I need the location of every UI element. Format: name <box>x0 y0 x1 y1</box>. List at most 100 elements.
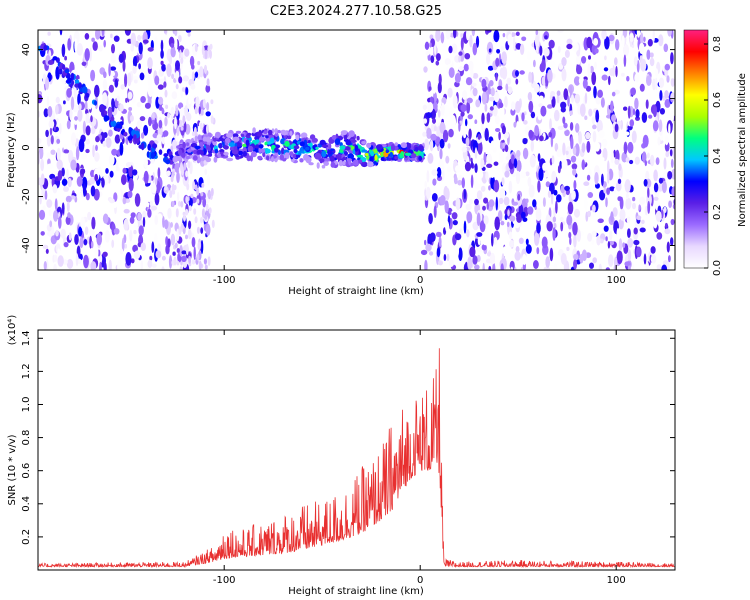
heatmap-noise-cell <box>142 39 149 44</box>
heatmap-noise-cell <box>638 42 645 55</box>
heatmap-signal-cell <box>340 130 347 136</box>
heatmap-noise-cell <box>157 84 164 90</box>
heatmap-noise-cell <box>500 263 504 270</box>
heatmap-noise-cell <box>169 190 173 198</box>
heatmap-noise-cell <box>464 53 471 60</box>
heatmap-noise-cell <box>549 118 552 131</box>
heatmap-noise-cell <box>199 66 204 78</box>
heatmap-noise-cell <box>40 231 45 236</box>
heatmap-noise-cell <box>513 158 518 169</box>
heatmap-signal-cell <box>177 149 183 156</box>
heatmap-noise-cell <box>38 147 44 160</box>
heatmap-noise-cell <box>605 267 610 270</box>
heatmap-noise-cell <box>129 115 134 122</box>
heatmap-noise-cell <box>519 70 525 75</box>
heatmap-noise-cell <box>429 42 432 48</box>
heatmap-noise-cell <box>584 92 588 104</box>
heatmap-noise-cell <box>655 157 660 166</box>
heatmap-noise-cell <box>447 166 452 173</box>
heatmap-noise-cell <box>42 244 49 249</box>
heatmap-noise-cell <box>570 155 577 163</box>
heatmap-noise-cell <box>136 120 143 130</box>
heatmap-noise-cell <box>467 256 473 270</box>
heatmap-noise-cell <box>451 212 458 220</box>
heatmap-noise-cell <box>640 32 644 46</box>
heatmap-noise-cell <box>171 73 175 80</box>
heatmap-signal-cell <box>214 131 221 139</box>
heatmap-noise-cell <box>599 189 606 201</box>
heatmap-noise-cell <box>154 36 158 45</box>
heatmap-noise-cell <box>541 236 548 249</box>
heatmap-signal-cell <box>267 129 273 136</box>
heatmap-noise-cell <box>446 253 450 262</box>
heatmap-noise-cell <box>435 30 441 42</box>
heatmap-noise-cell <box>103 39 106 48</box>
heatmap-noise-cell <box>84 33 90 40</box>
snr-background <box>38 330 675 570</box>
heatmap-signal-cell <box>265 135 269 139</box>
heatmap-noise-cell <box>477 236 481 246</box>
heatmap-noise-cell <box>123 218 129 231</box>
heatmap-signal-cell <box>259 148 266 153</box>
heatmap-noise-cell <box>46 95 50 107</box>
heatmap-noise-cell <box>567 95 570 107</box>
heatmap-noise-cell <box>428 86 432 91</box>
heatmap-signal-cell <box>404 152 412 156</box>
heatmap-noise-cell <box>460 33 464 38</box>
heatmap-noise-cell <box>536 222 541 234</box>
heatmap-noise-cell <box>130 212 136 219</box>
heatmap-noise-cell <box>188 197 193 208</box>
heatmap-noise-cell <box>578 76 585 85</box>
heatmap-noise-cell <box>120 84 125 90</box>
heatmap-noise-cell <box>84 100 88 112</box>
heatmap-noise-cell <box>592 257 597 264</box>
heatmap-noise-cell <box>528 71 532 83</box>
heatmap-noise-cell <box>616 77 622 85</box>
heatmap-noise-cell <box>657 136 661 146</box>
heatmap-noise-cell <box>627 141 634 154</box>
heatmap-noise-cell <box>127 91 133 100</box>
heatmap-noise-cell <box>81 61 87 66</box>
heatmap-noise-cell <box>425 212 429 219</box>
heatmap-noise-cell <box>536 247 540 255</box>
y-tick-label: 0.4 <box>21 496 32 512</box>
heatmap-noise-cell <box>634 73 640 83</box>
heatmap-noise-cell <box>151 241 155 253</box>
heatmap-signal-cell <box>255 139 260 143</box>
heatmap-signal-cell <box>380 157 385 161</box>
heatmap-noise-cell <box>483 215 489 225</box>
heatmap-noise-cell <box>197 60 201 66</box>
heatmap-noise-cell <box>110 71 116 77</box>
heatmap-noise-cell <box>426 170 430 183</box>
heatmap-noise-cell <box>448 67 455 78</box>
heatmap-noise-cell <box>522 253 527 266</box>
heatmap-noise-cell <box>474 119 478 124</box>
heatmap-noise-cell <box>639 83 645 92</box>
heatmap-noise-cell <box>546 221 553 232</box>
heatmap-signal-cell <box>345 139 352 146</box>
heatmap-noise-cell <box>482 235 489 246</box>
heatmap-noise-cell <box>615 39 620 51</box>
heatmap-noise-cell <box>641 219 645 224</box>
heatmap-noise-cell <box>175 60 180 71</box>
heatmap-noise-cell <box>74 234 79 245</box>
heatmap-noise-cell <box>178 119 183 128</box>
heatmap-noise-cell <box>511 53 516 60</box>
heatmap-noise-cell <box>113 228 120 235</box>
colorbar-ticks: 0.0 0.2 0.4 0.6 0.8 <box>704 36 723 276</box>
heatmap-signal-cell <box>385 149 389 153</box>
colorbar-tick-label: 0.2 <box>712 204 723 220</box>
heatmap-noise-cell <box>179 266 183 270</box>
heatmap-noise-cell <box>450 115 457 129</box>
heatmap-noise-cell <box>470 67 474 79</box>
heatmap-noise-cell <box>663 157 667 170</box>
heatmap-noise-cell <box>182 75 189 82</box>
heatmap-noise-cell <box>206 102 210 111</box>
heatmap-noise-cell <box>191 71 195 81</box>
heatmap-noise-cell <box>90 84 94 93</box>
heatmap-noise-cell <box>608 254 614 267</box>
heatmap-signal-cell <box>338 154 342 159</box>
heatmap-noise-cell <box>57 248 61 255</box>
heatmap-noise-cell <box>486 53 491 65</box>
heatmap-signal-cell <box>270 156 274 163</box>
